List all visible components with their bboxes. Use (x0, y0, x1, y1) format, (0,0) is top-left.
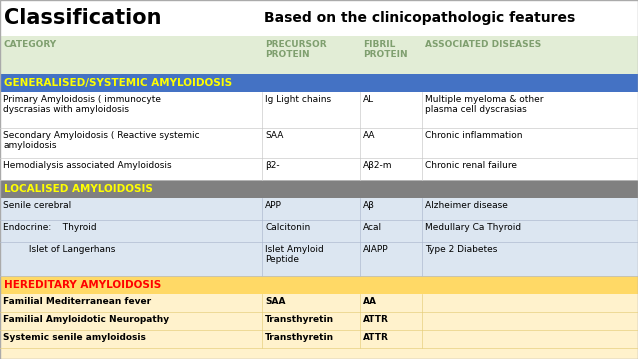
Text: PRECURSOR
PROTEIN: PRECURSOR PROTEIN (265, 40, 327, 59)
Text: β2-: β2- (265, 161, 279, 170)
Text: Islet of Langerhans: Islet of Langerhans (3, 245, 115, 254)
Text: Familial Amyloidotic Neuropathy: Familial Amyloidotic Neuropathy (3, 315, 169, 324)
Text: AL: AL (363, 95, 374, 104)
Text: Systemic senile amyloidosis: Systemic senile amyloidosis (3, 333, 146, 342)
Bar (0, 348, 638, 359)
Text: Aβ: Aβ (363, 201, 375, 210)
Bar (0, 294, 638, 312)
Text: Acal: Acal (363, 223, 382, 232)
Bar (0, 128, 638, 158)
Bar (0, 198, 638, 220)
Text: APP: APP (265, 201, 282, 210)
Text: Ig Light chains: Ig Light chains (265, 95, 331, 104)
Bar (0, 74, 638, 92)
Bar (0, 36, 638, 74)
Bar (0, 92, 638, 128)
Text: GENERALISED/SYSTEMIC AMYLOIDOSIS: GENERALISED/SYSTEMIC AMYLOIDOSIS (4, 78, 232, 88)
Text: Islet Amyloid
Peptide: Islet Amyloid Peptide (265, 245, 323, 264)
Text: Medullary Ca Thyroid: Medullary Ca Thyroid (425, 223, 521, 232)
Text: Primary Amyloidosis ( immunocyte
dyscrasias with amyloidosis: Primary Amyloidosis ( immunocyte dyscras… (3, 95, 161, 115)
Text: SAA: SAA (265, 131, 283, 140)
Text: Aβ2-m: Aβ2-m (363, 161, 392, 170)
Text: Hemodialysis associated Amyloidosis: Hemodialysis associated Amyloidosis (3, 161, 172, 170)
Text: Transthyretin: Transthyretin (265, 315, 334, 324)
Bar (0, 158, 638, 180)
Text: SAA: SAA (265, 297, 285, 306)
Text: Classification: Classification (4, 8, 161, 28)
Text: LOCALISED AMYLOIDOSIS: LOCALISED AMYLOIDOSIS (4, 184, 153, 194)
Text: Based on the clinicopathologic features: Based on the clinicopathologic features (264, 11, 575, 25)
Text: Type 2 Diabetes: Type 2 Diabetes (425, 245, 498, 254)
Text: Endocrine:    Thyroid: Endocrine: Thyroid (3, 223, 96, 232)
Text: AA: AA (363, 297, 377, 306)
Bar (0, 180, 638, 198)
Bar (0, 220, 638, 242)
Bar (0, 276, 638, 294)
Text: FIBRIL
PROTEIN: FIBRIL PROTEIN (363, 40, 408, 59)
Text: ASSOCIATED DISEASES: ASSOCIATED DISEASES (425, 40, 541, 49)
Text: ATTR: ATTR (363, 315, 389, 324)
Text: HEREDITARY AMYLOIDOSIS: HEREDITARY AMYLOIDOSIS (4, 280, 161, 290)
Text: Transthyretin: Transthyretin (265, 333, 334, 342)
Bar (0, 0, 638, 36)
Bar (0, 330, 638, 348)
Text: Multiple myeloma & other
plasma cell dyscrasias: Multiple myeloma & other plasma cell dys… (425, 95, 544, 115)
Text: ATTR: ATTR (363, 333, 389, 342)
Bar (0, 242, 638, 276)
Text: Calcitonin: Calcitonin (265, 223, 310, 232)
Text: Chronic inflammation: Chronic inflammation (425, 131, 523, 140)
Bar (0, 312, 638, 330)
Text: AIAPP: AIAPP (363, 245, 389, 254)
Text: Familial Mediterranean fever: Familial Mediterranean fever (3, 297, 151, 306)
Text: Alzheimer disease: Alzheimer disease (425, 201, 508, 210)
Text: CATEGORY: CATEGORY (3, 40, 56, 49)
Text: AA: AA (363, 131, 376, 140)
Text: Chronic renal failure: Chronic renal failure (425, 161, 517, 170)
Text: Secondary Amyloidosis ( Reactive systemic
amyloidosis: Secondary Amyloidosis ( Reactive systemi… (3, 131, 200, 150)
Text: Senile cerebral: Senile cerebral (3, 201, 71, 210)
